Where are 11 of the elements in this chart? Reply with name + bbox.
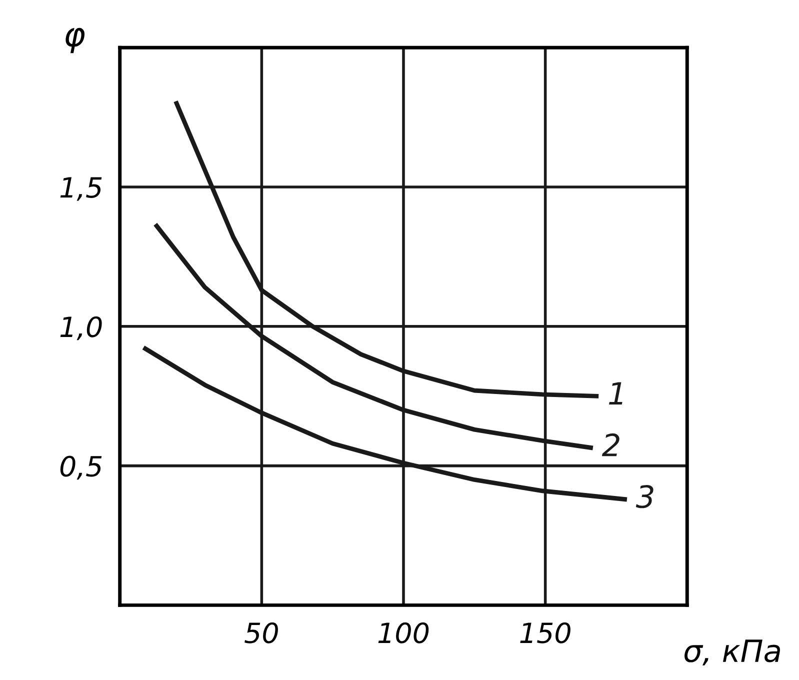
x-tick-label: 100 <box>378 622 429 644</box>
series-label: 1 <box>608 382 622 405</box>
x-axis-title: σ, кПа <box>684 640 780 666</box>
y-tick-label: 0,5 <box>60 456 102 480</box>
y-tick-label: 1,0 <box>60 316 102 340</box>
y-tick-label: 1,5 <box>60 177 102 201</box>
x-tick-label: 50 <box>244 622 278 644</box>
x-tick-label: 150 <box>520 622 570 644</box>
series-label: 2 <box>602 433 620 456</box>
y-axis-title: φ <box>66 28 84 54</box>
series-label: 3 <box>636 485 654 508</box>
